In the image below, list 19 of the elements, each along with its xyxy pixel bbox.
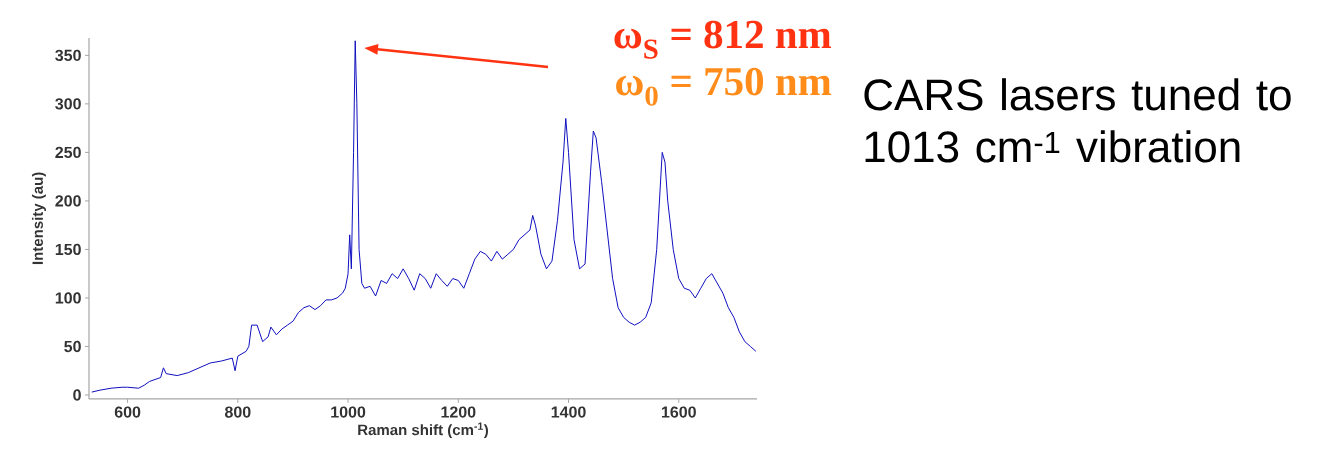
- annotation: ω$_{0}$ = 750 nm: [616, 67, 832, 106]
- x-tick-label: 1400: [551, 406, 586, 418]
- x-tick-label: 800: [224, 406, 251, 418]
- x-tick-label: 600: [114, 406, 141, 418]
- annotation: ω$_{S}$ = 812 nm: [614, 20, 832, 59]
- y-tick-label: 350: [55, 49, 81, 62]
- text: CARS lasers tuned to 1013 cm$^{-1}$ vibration: [864, 78, 1291, 163]
- x-tick-label: 1200: [441, 406, 476, 418]
- x-tick-label: 1000: [331, 406, 366, 418]
- y-tick-label: 250: [55, 146, 81, 159]
- y-tick-label: 200: [55, 195, 81, 207]
- x-axis-title: Raman shift (cm$^{-1}$): [358, 422, 489, 439]
- y-tick-label: 150: [55, 243, 81, 256]
- y-tick-label: 300: [55, 98, 81, 110]
- y-tick-label: 100: [55, 292, 81, 304]
- y-axis-title: Intensity (au): [31, 172, 46, 265]
- y-tick-label: 50: [64, 340, 81, 353]
- x-tick-label: 1600: [661, 406, 696, 418]
- y-tick-label: 0: [73, 389, 81, 401]
